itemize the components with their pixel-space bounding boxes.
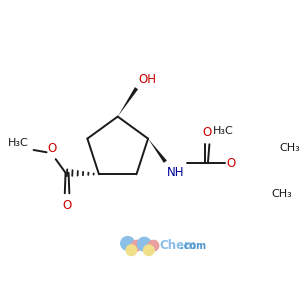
Text: O: O <box>47 142 56 154</box>
Text: H₃C: H₃C <box>213 126 234 136</box>
Text: O: O <box>202 126 212 139</box>
Circle shape <box>126 245 137 256</box>
Text: Chem: Chem <box>160 239 197 252</box>
Text: NH: NH <box>167 166 184 179</box>
Text: CH₃: CH₃ <box>272 189 292 199</box>
Polygon shape <box>118 87 138 117</box>
Circle shape <box>121 237 134 250</box>
Circle shape <box>131 240 142 251</box>
Text: OH: OH <box>138 73 156 86</box>
Circle shape <box>137 237 151 251</box>
Polygon shape <box>148 139 167 163</box>
Circle shape <box>143 245 154 256</box>
Text: .com: .com <box>180 241 206 251</box>
Text: O: O <box>62 199 72 212</box>
Circle shape <box>148 240 159 251</box>
Text: CH₃: CH₃ <box>279 142 300 153</box>
Text: O: O <box>227 157 236 170</box>
Text: H₃C: H₃C <box>8 139 28 148</box>
